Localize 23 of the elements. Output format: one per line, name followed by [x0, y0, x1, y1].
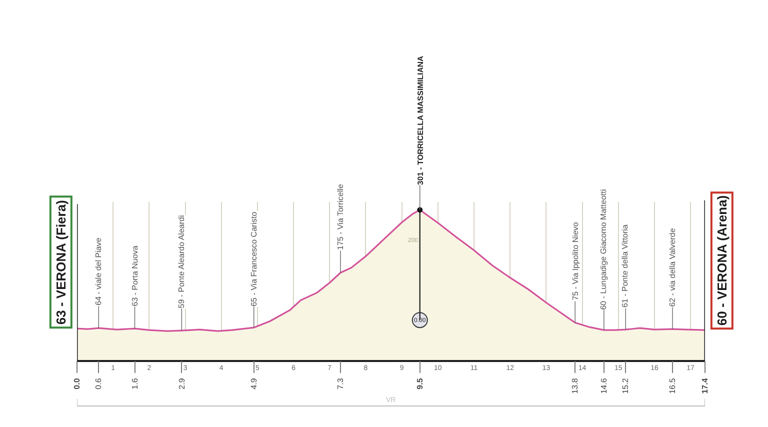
x2-tick-label: 0.6 — [94, 378, 104, 390]
x2-tick-label: 7.3 — [336, 378, 346, 390]
data-label: 64 - viale del Piave — [94, 237, 103, 306]
data-label: 65 - Via Francesco Caristo — [249, 211, 258, 306]
data-label: 61 - Ponte della Vittoria — [620, 224, 630, 308]
data-label: 59 - Ponte Aleardo Aleardi — [177, 215, 186, 308]
x2-tick-label: 14.6 — [600, 378, 609, 394]
x2-tick-label: 15.2 — [621, 378, 630, 394]
x2-tick-label: 1.6 — [130, 378, 140, 390]
data-label: 60 - Lungadige Giacomo Matteotti — [599, 189, 608, 310]
x2-tick-label: 9.5 — [415, 378, 424, 390]
data-label: 75 - Via Ippolito Nievo — [570, 222, 580, 300]
x2-tick-label: 13.8 — [570, 378, 580, 394]
data-label: 60 - VERONA (Arena) — [714, 195, 730, 326]
x2-tick-label: 17.4 — [700, 378, 710, 394]
x2-tick-label: 16.5 — [668, 378, 678, 394]
data-label: 63 - Porta Nuova — [130, 245, 140, 306]
x2-tick-label: 2.9 — [177, 378, 186, 390]
data-label: 62 - via della Valverde — [668, 228, 678, 307]
x2-tick-label: 4.9 — [249, 378, 258, 390]
data-label: 63 - VERONA (Fiera) — [53, 200, 68, 325]
data-label: 175 - Via Torricelle — [336, 183, 345, 250]
x2-tick-label: 0.0 — [72, 378, 82, 390]
